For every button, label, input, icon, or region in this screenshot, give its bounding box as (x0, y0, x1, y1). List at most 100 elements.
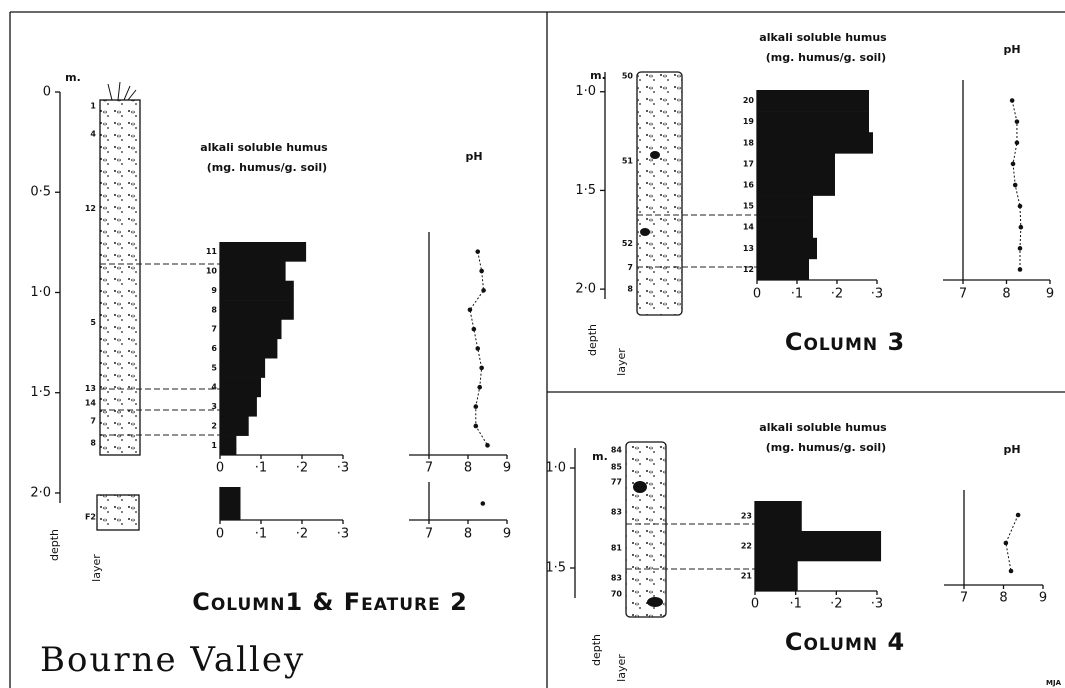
bar (220, 436, 236, 456)
layer-number: 8 (211, 305, 217, 314)
layer-number: 51 (622, 156, 634, 165)
x-tick-label: 0 (216, 527, 224, 542)
layer-number: 12 (743, 265, 754, 274)
layer-number: 6 (211, 344, 217, 353)
ph-point (477, 385, 482, 390)
layer-number: 81 (611, 544, 623, 553)
ph-point (1010, 98, 1015, 103)
depth-label: depth (586, 324, 599, 356)
x-tick-label: ·3 (871, 287, 883, 302)
layer-number: 10 (206, 267, 218, 276)
chart-subtitle: (mg. humus/g. soil) (207, 161, 327, 174)
bar (757, 174, 835, 195)
x-tick-label: ·2 (830, 597, 842, 612)
chart-title: alkali soluble humus (759, 31, 887, 44)
stone (650, 151, 660, 159)
ph-point (1018, 246, 1023, 251)
ph-point (1015, 140, 1020, 145)
chart-title: pH (1003, 443, 1020, 456)
x-tick-label: ·2 (296, 461, 308, 476)
stone (633, 481, 647, 493)
layer-number: 7 (90, 416, 96, 425)
bar (220, 487, 241, 520)
layer-number: 5 (90, 318, 96, 327)
layer-number: 20 (743, 96, 755, 105)
x-tick-label: 9 (1046, 287, 1054, 302)
chart-title: alkali soluble humus (759, 421, 887, 434)
bar (757, 259, 809, 280)
chart-subtitle: (mg. humus/g. soil) (766, 51, 886, 64)
layer-number: 2 (211, 421, 217, 430)
bar (757, 196, 813, 217)
layer-number: 52 (622, 239, 633, 248)
layer-number: 84 (611, 446, 623, 455)
x-tick-label: 7 (425, 461, 433, 476)
column-title: Column1 & Feature 2 (192, 588, 468, 616)
soil-column (97, 495, 139, 530)
x-tick-label: 7 (425, 527, 433, 542)
x-tick-label: 8 (1002, 287, 1010, 302)
ph-point (1018, 267, 1023, 272)
layer-number: 4 (90, 130, 96, 139)
x-tick-label: 9 (503, 527, 511, 542)
x-tick-label: 7 (959, 287, 967, 302)
layer-number: 1 (211, 441, 217, 450)
x-tick-label: ·3 (337, 527, 349, 542)
ph-point (1009, 569, 1014, 574)
layer-number: 50 (622, 71, 634, 80)
layer-number: 21 (741, 572, 753, 581)
bar (757, 90, 869, 111)
bar (755, 561, 798, 591)
layer-number: 12 (85, 204, 96, 213)
depth-label: depth (590, 634, 603, 666)
x-tick-label: 8 (464, 527, 472, 542)
layer-label: layer (615, 654, 628, 682)
bar (220, 300, 294, 320)
layer-number: 13 (743, 244, 754, 253)
layer-number: 85 (611, 463, 623, 472)
layer-number: 15 (743, 202, 755, 211)
body: {"caption": "Bourne Valley", "signature"… (0, 0, 1065, 688)
layer-number: 3 (211, 402, 217, 411)
ph-point (474, 404, 479, 409)
y-tick-label: 1·0 (30, 285, 51, 300)
column-title: Column 3 (785, 328, 905, 356)
depth-unit: m. (592, 450, 608, 463)
bar (220, 397, 257, 417)
chart-title: alkali soluble humus (200, 141, 328, 154)
bar (755, 501, 802, 531)
ph-point (468, 307, 473, 312)
x-tick-label: 9 (503, 461, 511, 476)
stone (640, 228, 650, 236)
y-tick-label: 1·0 (575, 84, 596, 99)
soil-column (637, 72, 682, 315)
soil-column (626, 442, 666, 617)
layer-number: 11 (206, 247, 218, 256)
layer-number: 19 (743, 117, 755, 126)
x-tick-label: ·1 (255, 527, 267, 542)
page: Bourne Valley soil humus and pH html, bo… (0, 0, 1065, 688)
layer-label: layer (615, 348, 628, 376)
chart-subtitle: (mg. humus/g. soil) (766, 441, 886, 454)
bar (220, 358, 265, 378)
ph-point (481, 288, 486, 293)
ph-point (1015, 119, 1020, 124)
layer-number: 13 (85, 384, 96, 393)
ph-point (1016, 513, 1021, 518)
figure: Bourne Valley MJA 00·51·01·52·0m.depthla… (0, 0, 1065, 688)
layer-label: layer (90, 554, 103, 582)
x-tick-label: 0 (216, 461, 224, 476)
bar (220, 319, 282, 339)
signature: MJA (1046, 679, 1062, 687)
y-tick-label: 0 (43, 85, 51, 100)
frames (10, 12, 1065, 688)
depth-unit: m. (590, 69, 606, 82)
layer-number: 1 (90, 102, 96, 111)
layer-number: 18 (743, 138, 755, 147)
soil-column (100, 100, 140, 455)
x-tick-label: ·1 (789, 597, 801, 612)
x-tick-label: ·2 (831, 287, 843, 302)
depth-unit: m. (65, 71, 81, 84)
plant (108, 82, 136, 100)
layer-number: 83 (611, 508, 622, 517)
